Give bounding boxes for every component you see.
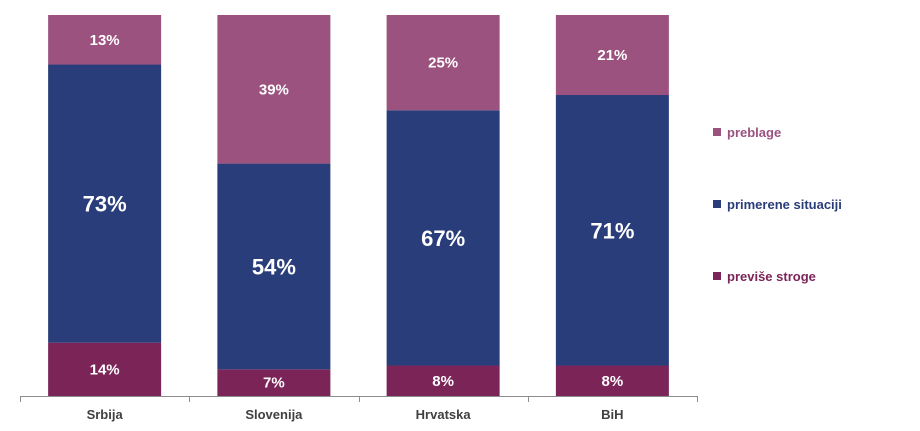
data-label-slovenija-1: 54%: [252, 254, 296, 279]
x-tick-label-hrvatska: Hrvatska: [416, 407, 472, 422]
legend-swatch-2: [713, 272, 721, 280]
data-label-bih-1: 71%: [590, 218, 634, 243]
data-label-slovenija-2: 39%: [259, 81, 289, 98]
data-label-bih-2: 21%: [597, 47, 627, 64]
legend-label-0: preblage: [727, 125, 781, 140]
bar-segment-bih-2: [555, 15, 669, 96]
x-tick-label-bih: BiH: [601, 407, 623, 422]
bar-segment-bih-0: [555, 365, 669, 396]
bar-segment-hrvatska-2: [386, 15, 500, 111]
bar-segment-slovenija-0: [217, 369, 331, 396]
bars-group: 14% 73% 13% 7% 54% 39% 8% 67% 25% 8% 71% 21%: [48, 15, 669, 396]
bar-segment-hrvatska-1: [386, 110, 500, 366]
bar-segment-srbija-1: [48, 64, 162, 343]
x-axis: Srbija Slovenija Hrvatska BiH: [20, 396, 698, 422]
bar-segment-slovenija-1: [217, 163, 331, 370]
x-tick-label-slovenija: Slovenija: [245, 407, 303, 422]
data-label-bih-0: 8%: [602, 373, 624, 390]
data-label-srbija-2: 13%: [90, 32, 120, 49]
bar-segment-srbija-2: [48, 15, 162, 65]
data-label-srbija-1: 73%: [83, 192, 127, 217]
bar-segment-hrvatska-0: [386, 365, 500, 396]
bar-segment-srbija-0: [48, 342, 162, 396]
legend-swatch-0: [713, 128, 721, 136]
legend-label-2: previše stroge: [727, 269, 816, 284]
data-label-slovenija-0: 7%: [263, 375, 285, 392]
legend-swatch-1: [713, 200, 721, 208]
bar-segment-bih-1: [555, 95, 669, 366]
data-label-hrvatska-1: 67%: [421, 226, 465, 251]
legend: preblage primerene situaciji previše strog…: [713, 125, 842, 284]
data-label-srbija-0: 14%: [90, 361, 120, 378]
bar-segment-slovenija-2: [217, 15, 331, 164]
data-label-hrvatska-0: 8%: [432, 373, 454, 390]
data-label-hrvatska-2: 25%: [428, 55, 458, 72]
legend-label-1: primerene situaciji: [727, 197, 842, 212]
x-tick-label-srbija: Srbija: [87, 407, 124, 422]
